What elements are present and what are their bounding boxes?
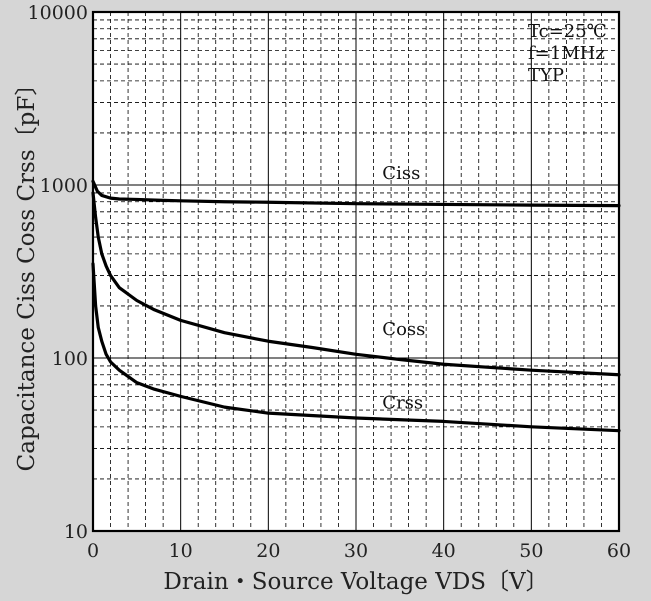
y-tick-label: 10 (64, 521, 88, 543)
series-label-coss: Coss (382, 319, 425, 340)
series-line-coss (91, 191, 621, 377)
series-line-crss (91, 262, 621, 433)
x-tick-label: 40 (432, 540, 456, 562)
y-tick-label: 1000 (40, 175, 88, 197)
series-layer (91, 179, 621, 433)
x-tick-label: 10 (169, 540, 193, 562)
y-axis-title: Capacitance Ciss Coss Crss〔pF〕 (14, 73, 40, 472)
y-tick-label: 10000 (28, 2, 88, 24)
annotation-line: TYP (528, 65, 564, 86)
series-line-ciss (91, 179, 621, 208)
x-tick-label: 50 (519, 540, 543, 562)
series-labels: Ciss Coss Crss (382, 163, 425, 414)
grid (93, 12, 619, 531)
annotation-line: f=1MHz (528, 43, 605, 64)
x-tick-label: 0 (87, 540, 99, 562)
annotation-line: Tc=25℃ (528, 21, 607, 42)
series-label-crss: Crss (382, 393, 423, 414)
y-tick-label: 100 (52, 348, 88, 370)
x-tick-label: 30 (344, 540, 368, 562)
series-label-ciss: Ciss (382, 163, 420, 184)
x-axis-title: Drain・Source Voltage VDS〔V〕 (163, 569, 548, 595)
x-tick-label: 20 (256, 540, 280, 562)
x-tick-label: 60 (607, 540, 631, 562)
